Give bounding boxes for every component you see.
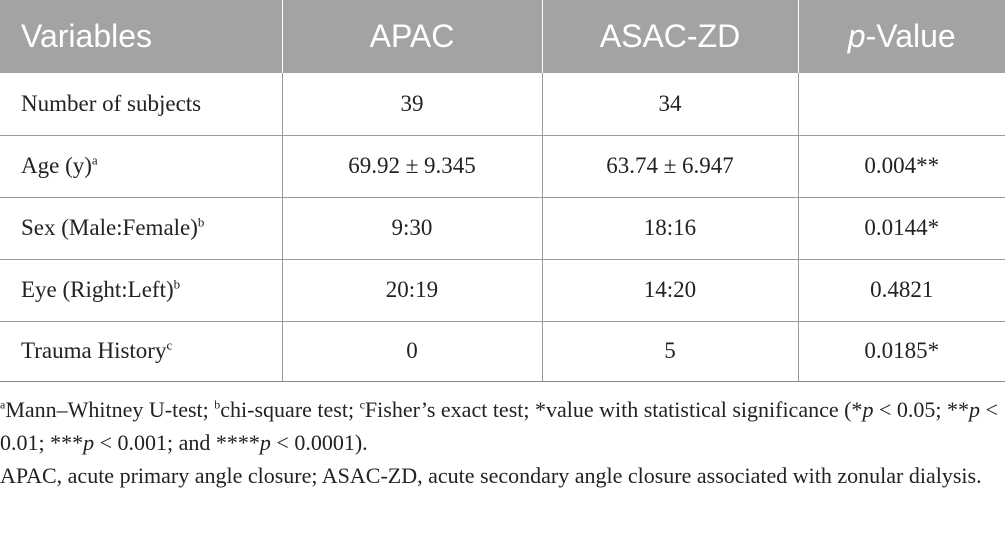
- table-row: Number of subjects 39 34: [0, 73, 1005, 136]
- footnote-sup-b: b: [214, 397, 221, 412]
- header-value-text: -Value: [865, 18, 956, 54]
- cell-asac-zd: 18:16: [542, 197, 799, 260]
- cell-p-value: 0.004**: [798, 135, 1005, 198]
- header-p-italic: p: [847, 18, 866, 54]
- row-label-superscript: b: [173, 276, 181, 292]
- row-label: Eye (Right:Left)b: [0, 259, 283, 322]
- footnote-threshold: < 0.001; and ****: [94, 430, 260, 455]
- cell-apac: 69.92 ± 9.345: [282, 135, 543, 198]
- table-row: Age (y)a 69.92 ± 9.345 63.74 ± 6.947 0.0…: [0, 135, 1005, 198]
- row-label: Age (y)a: [0, 135, 283, 198]
- cell-apac: 0: [282, 321, 543, 382]
- table-row: Trauma Historyc 0 5 0.0185*: [0, 321, 1005, 382]
- cell-asac-zd: 34: [542, 73, 799, 136]
- footnote-sup-a: a: [0, 397, 6, 412]
- table-row: Sex (Male:Female)b 9:30 18:16 0.0144*: [0, 197, 1005, 260]
- footnote-tests: aMann–Whitney U-test; bchi-square test; …: [0, 393, 1000, 459]
- cell-asac-zd: 14:20: [542, 259, 799, 322]
- row-label-superscript: b: [197, 214, 205, 230]
- footnote-p-italic: p: [83, 430, 95, 455]
- footnote-p-italic: p: [968, 397, 980, 422]
- cell-asac-zd: 5: [542, 321, 799, 382]
- table-row: Eye (Right:Left)b 20:19 14:20 0.4821: [0, 259, 1005, 322]
- table-footnote: aMann–Whitney U-test; bchi-square test; …: [0, 393, 1000, 492]
- footnote-threshold: < 0.01; ***: [0, 397, 998, 455]
- table-body: Number of subjects 39 34 Age (y)a 69.92 …: [0, 73, 1005, 382]
- header-p-value: p-Value: [798, 0, 1005, 73]
- cell-asac-zd: 63.74 ± 6.947: [542, 135, 799, 198]
- header-apac: APAC: [282, 0, 543, 73]
- row-label: Number of subjects: [0, 73, 283, 136]
- row-label-text: Eye (Right:Left): [21, 277, 174, 302]
- row-label-text: Trauma History: [21, 338, 167, 363]
- header-asac-zd: ASAC-ZD: [542, 0, 799, 73]
- cell-apac: 39: [282, 73, 543, 136]
- data-table: Variables APAC ASAC-ZD p-Value Number of…: [0, 0, 1005, 382]
- footnote-abbreviations: APAC, acute primary angle closure; ASAC-…: [0, 463, 982, 488]
- row-label-text: Number of subjects: [21, 90, 202, 116]
- row-label-superscript: a: [91, 152, 98, 168]
- cell-p-value: 0.4821: [798, 259, 1005, 322]
- table-header: Variables APAC ASAC-ZD p-Value: [0, 0, 1005, 73]
- row-label-text: Sex (Male:Female): [21, 215, 198, 240]
- row-label-superscript: c: [166, 337, 173, 353]
- cell-p-value: 0.0185*: [798, 321, 1005, 382]
- footnote-p-italic: p: [862, 397, 874, 422]
- cell-apac: 9:30: [282, 197, 543, 260]
- footnote-p-italic: p: [259, 430, 271, 455]
- footnote-threshold: < 0.0001).: [270, 430, 368, 455]
- header-row: Variables APAC ASAC-ZD p-Value: [0, 0, 1005, 73]
- cell-p-value: [798, 73, 1005, 136]
- header-variables: Variables: [0, 0, 283, 73]
- footnote-text-b: chi-square test;: [220, 397, 360, 422]
- footnote-threshold: < 0.05; **: [873, 397, 969, 422]
- row-label: Trauma Historyc: [0, 321, 283, 382]
- data-table-container: Variables APAC ASAC-ZD p-Value Number of…: [0, 0, 1005, 382]
- row-label-text: Age (y): [21, 153, 92, 178]
- footnote-sup-c: c: [359, 397, 365, 412]
- row-label: Sex (Male:Female)b: [0, 197, 283, 260]
- footnote-text-a: Mann–Whitney U-test;: [5, 397, 215, 422]
- cell-p-value: 0.0144*: [798, 197, 1005, 260]
- cell-apac: 20:19: [282, 259, 543, 322]
- footnote-text-c: Fisher’s exact test; *value with statist…: [364, 397, 863, 422]
